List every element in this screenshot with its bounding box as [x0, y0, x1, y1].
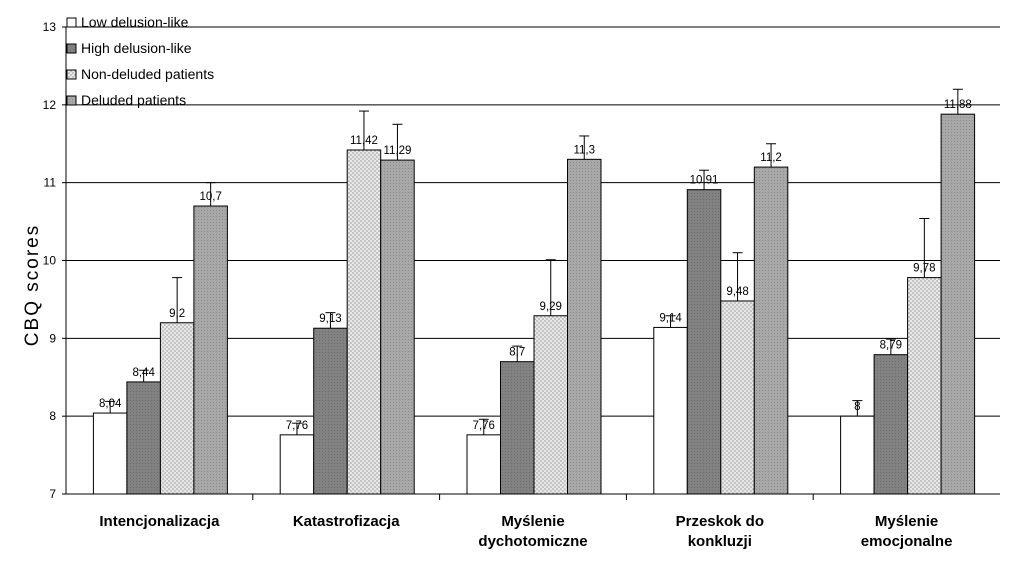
data-label: 11,42	[350, 135, 378, 147]
bars	[92, 88, 976, 495]
legend-swatch	[66, 69, 77, 80]
legend-swatch	[66, 17, 77, 28]
legend-label: Low delusion-like	[81, 14, 189, 30]
bar	[753, 166, 789, 495]
legend-swatch	[66, 95, 77, 106]
bar	[873, 354, 909, 495]
bar	[126, 381, 161, 495]
data-label: 11,2	[760, 152, 782, 164]
data-label: 8,7	[509, 347, 525, 359]
data-label: 8,44	[132, 367, 155, 379]
axes: CBQ scores 7 8 9 10 11 12 13 Intencjonalizacja K…	[22, 20, 1000, 550]
bar	[500, 361, 535, 495]
data-label: 9,48	[726, 286, 748, 298]
bar	[380, 159, 415, 495]
data-label: 8,79	[880, 340, 902, 352]
data-label: 8	[854, 401, 860, 413]
y-tick-label: 13	[43, 20, 57, 34]
data-label: 9,13	[319, 313, 341, 325]
y-axis-label: CBQ scores	[22, 224, 43, 346]
data-label: 11,29	[383, 145, 411, 157]
bar	[346, 149, 382, 495]
legend: Low delusion-like High delusion-like Non-d…	[66, 14, 214, 108]
bar	[907, 277, 942, 495]
data-label: 9,14	[659, 312, 682, 324]
data-label: 11,3	[573, 144, 595, 156]
bar	[720, 300, 755, 495]
data-label: 7,76	[473, 420, 495, 432]
data-label: 10,91	[690, 175, 719, 187]
data-label: 11,88	[944, 99, 972, 111]
bar	[567, 158, 602, 495]
legend-label: Non-deluded patients	[81, 66, 214, 82]
y-tick-label: 7	[49, 487, 56, 501]
x-category-label: Intencjonalizacja	[99, 513, 220, 530]
data-label: 9,29	[540, 301, 562, 313]
data-label: 9,2	[169, 308, 185, 320]
data-label: 9,78	[913, 263, 935, 275]
data-label: 7,76	[286, 420, 308, 432]
legend-label: Deluded patients	[81, 92, 186, 108]
bar	[940, 113, 976, 495]
x-category-label: dychotomiczne	[478, 533, 587, 550]
bar	[840, 415, 875, 495]
x-category-label: Myślenie	[501, 513, 564, 530]
bar	[159, 322, 195, 495]
bar	[279, 434, 315, 495]
bar	[466, 434, 501, 495]
x-category-label: Przeskok do	[676, 513, 764, 530]
y-tick-label: 12	[43, 98, 57, 112]
legend-swatch	[66, 43, 77, 54]
x-category-label: Katastrofizacja	[293, 513, 400, 530]
x-category-label: emocjonalne	[861, 533, 953, 550]
data-label: 8,04	[99, 398, 122, 410]
y-tick-label: 10	[43, 254, 57, 268]
bar	[313, 327, 348, 495]
bar	[653, 326, 688, 495]
x-category-label: konkluzji	[688, 533, 752, 550]
bar	[533, 315, 568, 495]
legend-label: High delusion-like	[81, 40, 192, 56]
bar	[193, 205, 228, 495]
y-tick-label: 9	[49, 331, 56, 345]
y-tick-label: 11	[44, 176, 57, 190]
data-labels: 8,04 8,44 9,2 10,7 7,76 9,13 11,42 11,29 7,76 8,7…	[99, 99, 972, 432]
bar	[686, 189, 722, 495]
x-category-label: Myślenie	[875, 513, 938, 530]
y-tick-label: 8	[49, 409, 56, 423]
bar	[92, 412, 128, 495]
data-label: 10,7	[199, 191, 221, 203]
